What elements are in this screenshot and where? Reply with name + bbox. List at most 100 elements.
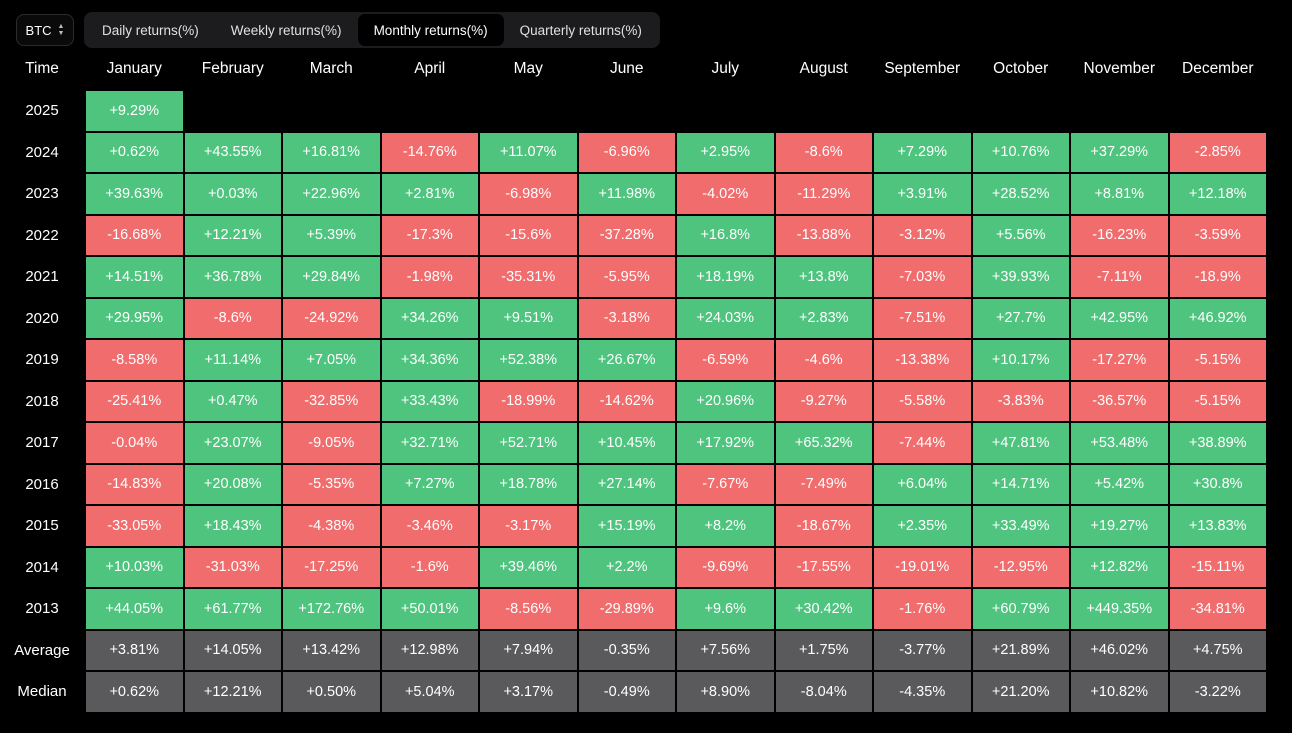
return-cell: -5.15%	[1169, 381, 1266, 421]
return-cell: -12.95%	[972, 547, 1069, 587]
average-cell: +12.98%	[381, 630, 478, 670]
year-row-label: 2024	[25, 143, 59, 161]
asset-selector-label: BTC	[25, 22, 52, 38]
monthly-returns-table: Time January February March April May June July…	[0, 49, 1266, 712]
return-cell: -6.98%	[480, 174, 577, 214]
return-cell: -7.11%	[1071, 257, 1168, 297]
median-cell: +10.82%	[1071, 672, 1168, 712]
return-cell: +6.04%	[874, 464, 971, 504]
return-cell: -3.46%	[381, 506, 478, 546]
return-cell: -9.69%	[677, 547, 774, 587]
return-cell: -5.15%	[1169, 340, 1266, 380]
return-cell: +19.27%	[1071, 506, 1168, 546]
return-cell: +2.35%	[874, 506, 971, 546]
return-cell: -4.02%	[677, 174, 774, 214]
month-column-header: March	[309, 60, 353, 77]
return-cell	[283, 91, 380, 131]
return-cell: -5.35%	[283, 464, 380, 504]
return-cell: -5.95%	[578, 257, 675, 297]
return-cell: -3.12%	[874, 215, 971, 255]
return-cell: +2.83%	[775, 298, 872, 338]
return-cell: +11.98%	[578, 174, 675, 214]
return-cell: +38.89%	[1169, 423, 1266, 463]
return-cell: +10.45%	[578, 423, 675, 463]
average-cell: -0.35%	[578, 630, 675, 670]
tab-monthly-returns[interactable]: Monthly returns(%)	[357, 14, 504, 46]
return-cell: -11.29%	[775, 174, 872, 214]
return-cell: -15.11%	[1169, 547, 1266, 587]
returns-period-tabs: Daily returns(%) Weekly returns(%) Month…	[84, 12, 660, 48]
return-cell: +33.49%	[972, 506, 1069, 546]
year-row-label: 2013	[25, 600, 59, 618]
return-cell: -7.67%	[677, 464, 774, 504]
return-cell: +30.8%	[1169, 464, 1266, 504]
return-cell: -32.85%	[283, 381, 380, 421]
tab-weekly-returns[interactable]: Weekly returns(%)	[230, 22, 342, 38]
return-cell: +11.07%	[480, 132, 577, 172]
month-column-header: November	[1083, 60, 1156, 77]
return-cell: +29.95%	[86, 298, 183, 338]
tab-daily-returns[interactable]: Daily returns(%)	[102, 22, 199, 38]
return-cell: -3.83%	[972, 381, 1069, 421]
return-cell: +14.51%	[86, 257, 183, 297]
average-cell: +14.05%	[184, 630, 281, 670]
return-cell: +28.52%	[972, 174, 1069, 214]
median-cell: +3.17%	[480, 672, 577, 712]
return-cell: +65.32%	[775, 423, 872, 463]
return-cell: +0.62%	[86, 132, 183, 172]
median-cell: +21.20%	[972, 672, 1069, 712]
return-cell: +10.03%	[86, 547, 183, 587]
return-cell: +37.29%	[1071, 132, 1168, 172]
return-cell: +18.43%	[184, 506, 281, 546]
return-cell: -6.59%	[677, 340, 774, 380]
return-cell: -6.96%	[578, 132, 675, 172]
return-cell: -2.85%	[1169, 132, 1266, 172]
return-cell: +8.81%	[1071, 174, 1168, 214]
return-cell: -9.05%	[283, 423, 380, 463]
return-cell: -3.59%	[1169, 215, 1266, 255]
return-cell: +0.03%	[184, 174, 281, 214]
return-cell: +2.81%	[381, 174, 478, 214]
return-cell: -14.62%	[578, 381, 675, 421]
return-cell: +3.91%	[874, 174, 971, 214]
return-cell: -7.03%	[874, 257, 971, 297]
return-cell: -18.67%	[775, 506, 872, 546]
return-cell: +10.17%	[972, 340, 1069, 380]
average-cell: +3.81%	[86, 630, 183, 670]
time-column-header: Time	[25, 60, 59, 77]
tab-quarterly-returns[interactable]: Quarterly returns(%)	[519, 22, 642, 38]
return-cell: -7.51%	[874, 298, 971, 338]
return-cell: +39.46%	[480, 547, 577, 587]
return-cell: +7.29%	[874, 132, 971, 172]
return-cell: +22.96%	[283, 174, 380, 214]
return-cell: -17.3%	[381, 215, 478, 255]
median-cell: -4.35%	[874, 672, 971, 712]
return-cell: -9.27%	[775, 381, 872, 421]
return-cell: +27.14%	[578, 464, 675, 504]
return-cell: +61.77%	[184, 589, 281, 629]
median-cell: +0.50%	[283, 672, 380, 712]
return-cell: +12.21%	[184, 215, 281, 255]
return-cell: +2.2%	[578, 547, 675, 587]
return-cell: -14.76%	[381, 132, 478, 172]
return-cell: +449.35%	[1071, 589, 1168, 629]
return-cell: -4.38%	[283, 506, 380, 546]
year-row-label: 2019	[25, 351, 59, 369]
return-cell: +50.01%	[381, 589, 478, 629]
return-cell	[776, 91, 873, 131]
return-cell: +42.95%	[1071, 298, 1168, 338]
return-cell: +172.76%	[283, 589, 380, 629]
return-cell: +44.05%	[86, 589, 183, 629]
asset-selector[interactable]: BTC ▲ ▼	[16, 14, 74, 46]
return-cell: +34.26%	[381, 298, 478, 338]
median-cell: +12.21%	[184, 672, 281, 712]
return-cell: -15.6%	[480, 215, 577, 255]
year-row-label: 2020	[25, 309, 59, 327]
return-cell: +39.93%	[972, 257, 1069, 297]
return-cell: -13.38%	[874, 340, 971, 380]
return-cell: +8.2%	[677, 506, 774, 546]
return-cell: +33.43%	[381, 381, 478, 421]
return-cell: +24.03%	[677, 298, 774, 338]
return-cell: -13.88%	[775, 215, 872, 255]
return-cell: +7.27%	[381, 464, 478, 504]
